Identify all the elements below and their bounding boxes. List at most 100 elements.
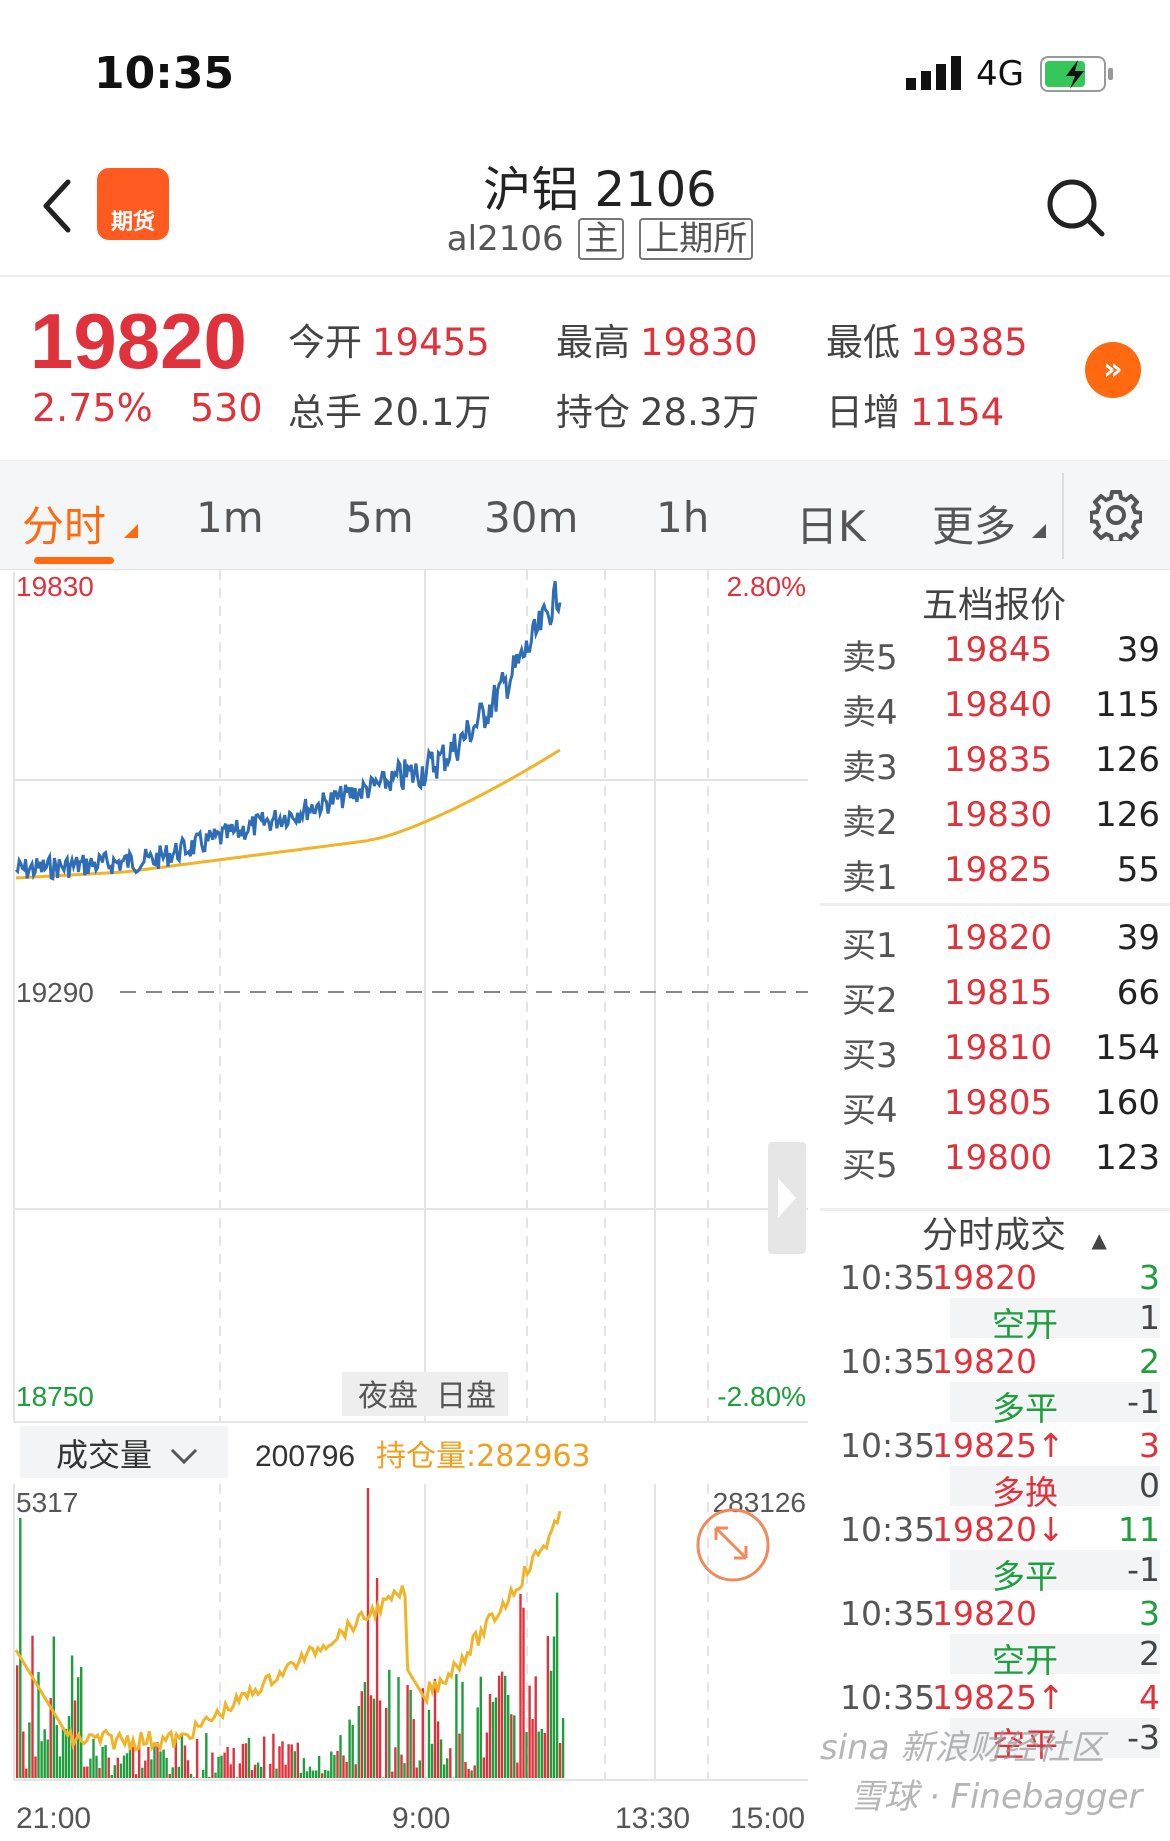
tick-qty: 3 [1139,1426,1160,1465]
ticks-title[interactable]: 分时成交 ▲ [922,1206,1107,1258]
volume-bar [70,1655,74,1778]
back-icon[interactable] [40,178,74,238]
signal-icon [906,56,966,90]
volume-bar [49,1698,52,1778]
volume-bar [220,1755,223,1778]
volume-bar [168,1773,171,1778]
time-axis-label: 13:30 [615,1802,690,1835]
stat-volume-value: 20.1万 [372,391,492,434]
volume-bar [336,1750,339,1778]
bid-row[interactable]: 买2 19815 66 [820,973,1160,1028]
ask-row-volume: 115 [1095,685,1160,725]
volume-bar [272,1733,275,1778]
volume-bar [290,1744,293,1778]
tab-1h[interactable]: 1h [656,493,710,542]
caret-icon [124,523,138,542]
volume-bar [534,1676,537,1778]
chevron-down-icon [170,1448,198,1465]
settings-gear-icon[interactable] [1089,489,1143,545]
tick-row: 10:35 19825↑ 3 [820,1426,1160,1468]
ask-row[interactable]: 卖5 19845 39 [820,630,1160,685]
tab-1m[interactable]: 1m [196,493,264,542]
expand-panel-handle[interactable] [768,1142,806,1254]
bid-row-price: 19800 [944,1138,1053,1178]
search-icon[interactable] [1046,178,1106,242]
volume-bar [95,1755,98,1778]
ask-row[interactable]: 卖4 19840 115 [820,685,1160,740]
volume-bar [351,1724,354,1778]
volume-bar [52,1636,55,1778]
tab-30m[interactable]: 30m [484,493,579,542]
bid-row[interactable]: 买3 19810 154 [820,1028,1160,1083]
stat-low-label: 最低 [826,321,900,364]
volume-bar [64,1728,68,1778]
stat-oi-value: 28.3万 [640,391,760,434]
ticks-title-label: 分时成交 [922,1215,1067,1256]
ask-row[interactable]: 卖1 19825 55 [820,850,1160,905]
tick-price: 19825↑ [932,1426,1065,1465]
volume-bar [37,1671,40,1778]
stat-volume-label: 总手 [288,391,362,434]
tick-row: 10:35 19820 2 [820,1342,1160,1384]
volume-bar [202,1769,205,1778]
volume-bar [436,1721,440,1778]
volume-bar [256,1762,260,1778]
session-day[interactable]: 日盘 [436,1379,496,1414]
stat-open-value: 19455 [372,321,490,364]
bid-row[interactable]: 买5 19800 123 [820,1138,1160,1193]
volume-bar [150,1759,153,1778]
tab-more[interactable]: 更多 [932,502,1017,551]
time-axis-label: 15:00 [730,1802,805,1835]
fullscreen-icon[interactable] [696,1508,770,1582]
tab-daily-k[interactable]: 日K [796,502,866,551]
tick-time: 10:35 [840,1426,936,1465]
tick-kind: 多平 [992,1389,1058,1428]
intraday-chart[interactable]: 19830 19290 18750 2.80% -2.80% 夜盘 日盘 成交量… [0,570,820,1841]
volume-bar [113,1765,116,1778]
stat-oi: 持仓 28.3万 [556,382,759,436]
stat-open-label: 今开 [288,321,362,364]
volume-bar [464,1762,467,1778]
tick-price: 19820 [932,1258,1037,1297]
tab-5m[interactable]: 5m [346,493,414,542]
volume-bar [400,1754,403,1778]
volume-bar [324,1770,327,1778]
more-details-button[interactable]: » [1085,342,1141,398]
bid-row[interactable]: 买1 19820 39 [820,918,1160,973]
tick-price: 19820 [932,1594,1037,1633]
volume-selector-label[interactable]: 成交量 [56,1436,152,1474]
volume-bar [427,1709,431,1778]
ask-row[interactable]: 卖2 19830 126 [820,795,1160,850]
volume-bar [293,1751,296,1778]
tab-divider [1062,473,1064,559]
bid-row-price: 19820 [944,918,1053,958]
tick-qty: 3 [1139,1594,1160,1633]
time-axis-label: 9:00 [392,1802,450,1835]
bid-row[interactable]: 买4 19805 160 [820,1083,1160,1138]
volume-bar [284,1764,287,1778]
volume-bar [421,1688,424,1778]
bid-row-volume: 154 [1095,1028,1160,1068]
volume-bar [446,1758,449,1778]
tab-intraday[interactable]: 分时 [22,502,107,551]
volume-bar [504,1675,507,1778]
session-night[interactable]: 夜盘 [358,1379,418,1414]
average-price-line [15,748,561,880]
stat-daily-inc: 日增 1154 [826,382,1004,436]
pct-axis-bottom: -2.80% [717,1381,806,1412]
ask-row[interactable]: 卖3 19835 126 [820,740,1160,795]
volume-bar [241,1743,245,1778]
bid-row-label: 买3 [842,1036,898,1076]
volume-bar [458,1733,461,1778]
volume-bar [128,1742,132,1778]
volume-bar [156,1742,159,1778]
tick-qty: 3 [1139,1258,1160,1297]
main-contract-tag: 主 [578,218,625,260]
stat-daily-inc-value: 1154 [910,391,1005,434]
stat-high: 最高 19830 [556,312,758,366]
volume-bar [363,1682,367,1778]
volume-bar [519,1593,522,1778]
volume-bar [433,1678,437,1778]
volume-bar [244,1743,248,1778]
tick-time: 10:35 [840,1510,936,1549]
